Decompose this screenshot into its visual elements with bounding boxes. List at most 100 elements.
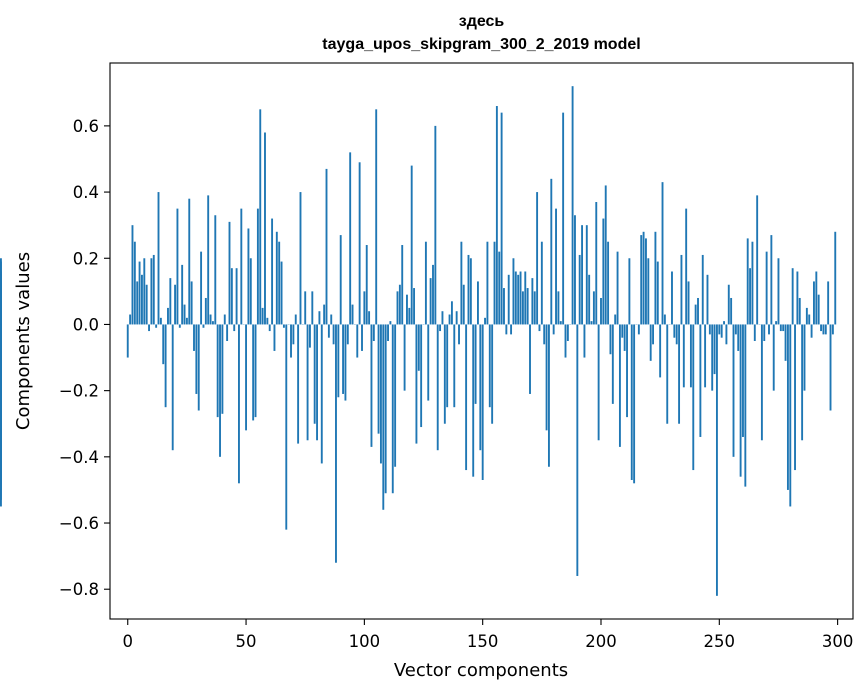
bar-component-218: [642, 231, 645, 325]
bar-component-44: [230, 268, 233, 325]
bar-component-53: [252, 324, 255, 421]
bar-component-202: [604, 185, 607, 325]
bar-component-258: [737, 324, 740, 351]
bar-component-233: [678, 324, 681, 424]
bar-component-65: [280, 261, 283, 325]
bar-component-11: [152, 254, 155, 325]
bar-component-278: [784, 324, 787, 361]
bars-layer: [0, 86, 837, 596]
bar-component-180: [552, 324, 555, 335]
bar-component-174: [538, 324, 541, 332]
bar-component-50: [245, 324, 247, 431]
bar-component-70: [292, 324, 295, 345]
bar-component-262: [746, 238, 749, 325]
bar-component-240: [694, 304, 697, 325]
y-tick-label: 0.2: [73, 249, 99, 268]
bar-component-undefined: [0, 324, 2, 507]
bar-component-273: [772, 324, 775, 391]
bar-component-88: [335, 324, 337, 563]
bar-component-252: [723, 321, 725, 325]
bar-component-23: [181, 264, 184, 325]
bar-component-242: [699, 324, 702, 437]
bar-component-224: [656, 261, 659, 325]
bar-component-3: [133, 241, 136, 325]
bar-component-263: [749, 268, 752, 325]
bar-component-221: [649, 324, 652, 361]
bar-component-87: [332, 324, 335, 345]
bar-component-129: [432, 264, 434, 325]
bar-component-84: [325, 168, 328, 325]
bar-component-177: [545, 324, 548, 431]
bar-component-127: [427, 324, 430, 401]
x-tick-label: 200: [585, 632, 617, 651]
bar-component-76: [306, 324, 309, 441]
bar-component-220: [647, 258, 650, 325]
bar-component-210: [623, 324, 626, 351]
bar-component-131: [436, 324, 439, 451]
bar-component-8: [145, 284, 148, 325]
bar-component-10: [150, 258, 153, 325]
bar-component-212: [628, 258, 631, 325]
bar-component-244: [704, 324, 707, 388]
bar-component-5: [138, 261, 141, 325]
bar-component-148: [477, 281, 479, 325]
bar-component-106: [377, 324, 380, 434]
bar-component-51: [247, 228, 250, 325]
bar-component-271: [768, 324, 770, 335]
bar-component-40: [221, 324, 224, 414]
bar-component-217: [640, 235, 643, 325]
bar-component-292: [817, 294, 820, 325]
bar-component-107: [379, 324, 382, 464]
bar-component-54: [254, 324, 257, 418]
bar-component-211: [626, 324, 628, 418]
bar-component-113: [394, 324, 397, 467]
bar-component-152: [486, 241, 489, 325]
bar-component-192: [581, 225, 584, 325]
bar-component-47: [238, 324, 240, 484]
bar-component-191: [578, 254, 581, 325]
bar-component-31: [200, 251, 203, 325]
bar-component-251: [720, 324, 723, 338]
bar-component-6: [141, 274, 143, 325]
bar-component-29: [195, 324, 198, 394]
bar-component-226: [661, 182, 664, 325]
bar-component-158: [500, 112, 503, 325]
bar-component-71: [294, 314, 297, 325]
bar-component-16: [164, 324, 167, 408]
bar-component-182: [557, 291, 560, 325]
bar-component-284: [798, 297, 801, 325]
bar-component-111: [389, 321, 392, 325]
bar-component-294: [822, 324, 825, 335]
bar-component-290: [813, 281, 815, 325]
bar-component-268: [760, 324, 763, 441]
bar-component-9: [148, 324, 150, 332]
bar-component-181: [555, 208, 557, 325]
bar-component-170: [529, 324, 531, 394]
bar-component-95: [351, 304, 354, 325]
bar-component-297: [829, 324, 832, 411]
bar-component-98: [358, 162, 361, 325]
bar-component-272: [770, 235, 773, 325]
bar-component-276: [779, 324, 782, 332]
bar-component-195: [588, 274, 591, 325]
x-axis-ticks: 0 50 100 150 200 250 300: [122, 619, 853, 651]
bar-component-72: [297, 324, 300, 444]
bar-component-178: [547, 324, 550, 467]
bar-component-7: [143, 258, 146, 325]
bar-component-143: [465, 324, 468, 471]
bar-component-46: [235, 268, 238, 325]
chart-title-model: tayga_upos_skipgram_300_2_2019 model: [322, 36, 641, 53]
bar-component-105: [375, 109, 378, 325]
bar-component-200: [600, 297, 602, 325]
bar-component-26: [188, 198, 191, 325]
bar-component-116: [401, 245, 404, 325]
bar-component-92: [344, 324, 347, 401]
bar-component-121: [413, 288, 416, 325]
bar-component-136: [448, 314, 451, 325]
x-tick-label: 150: [467, 632, 499, 651]
y-tick-label: −0.8: [59, 580, 99, 599]
bar-component-184: [562, 112, 565, 325]
bar-component-298: [831, 324, 834, 335]
bar-component-56: [259, 109, 262, 325]
